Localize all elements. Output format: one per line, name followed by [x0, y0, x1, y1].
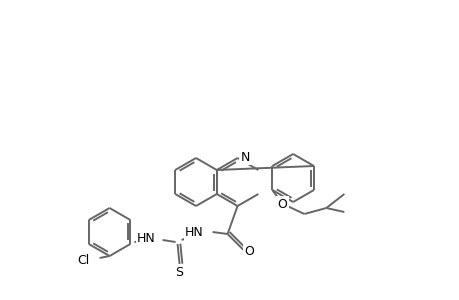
Text: Cl: Cl	[77, 254, 90, 266]
Text: HN: HN	[136, 232, 155, 245]
Text: S: S	[175, 266, 183, 278]
Text: N: N	[240, 151, 249, 164]
Text: O: O	[244, 245, 254, 259]
Text: HN: HN	[185, 226, 203, 238]
Text: O: O	[277, 197, 287, 211]
